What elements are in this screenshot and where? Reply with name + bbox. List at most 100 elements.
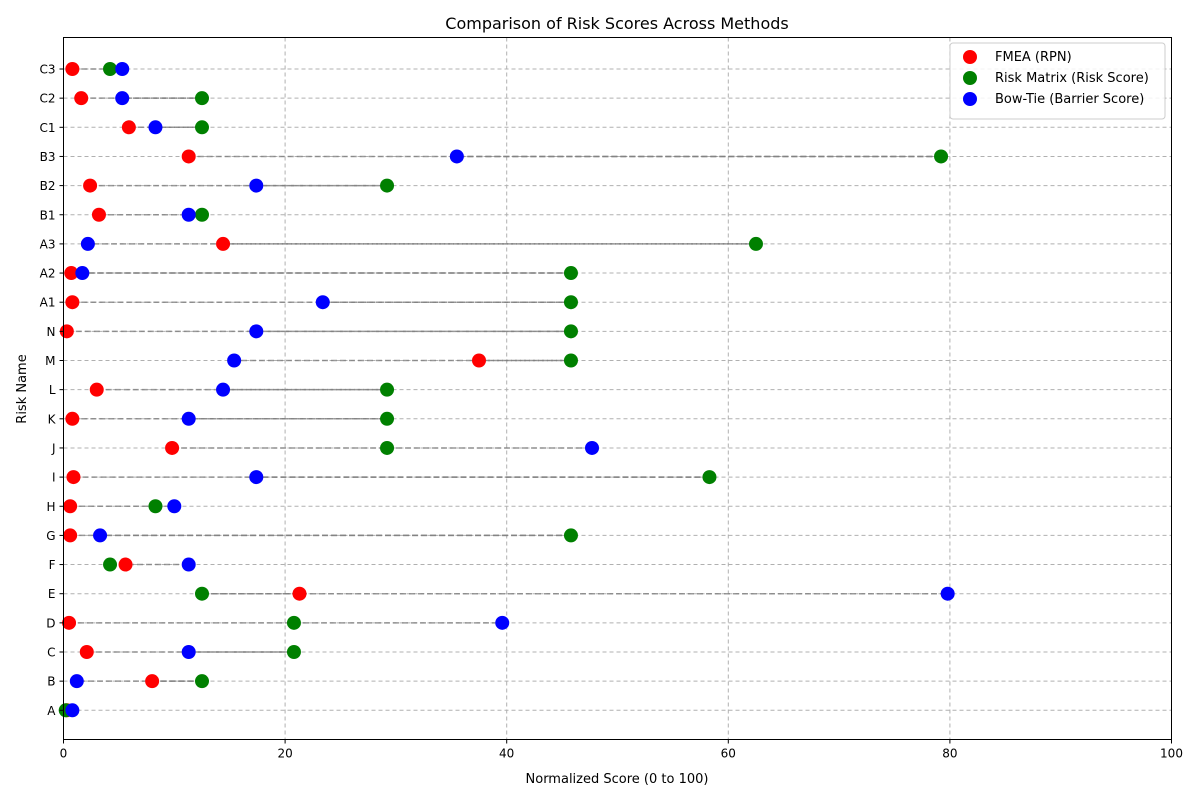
- point-fmea: [118, 557, 133, 572]
- y-tick-label: B1: [40, 208, 56, 222]
- y-tick-label: N: [47, 325, 56, 339]
- point-bow-tie: [249, 324, 264, 339]
- point-fmea: [472, 353, 486, 368]
- chart-title: Comparison of Risk Scores Across Methods: [445, 14, 788, 33]
- x-axis-label: Normalized Score (0 to 100): [526, 772, 709, 787]
- point-bow-tie: [167, 499, 182, 514]
- point-bow-tie: [585, 440, 600, 455]
- point-risk-matrix: [195, 207, 209, 222]
- y-tick-label: F: [49, 558, 56, 572]
- x-axis: 0 20 40 60 80 100: [60, 739, 1183, 761]
- y-tick-label: C1: [39, 121, 55, 135]
- point-fmea: [83, 178, 98, 193]
- point-risk-matrix: [286, 645, 301, 659]
- legend-label-bow-tie: Bow-Tie (Barrier Score): [995, 92, 1144, 107]
- legend-label-fmea: FMEA (RPN): [995, 50, 1072, 65]
- point-bow-tie: [315, 295, 330, 310]
- point-risk-matrix: [195, 674, 209, 689]
- y-tick-label: B2: [40, 179, 56, 193]
- x-tick-label: 0: [60, 747, 68, 761]
- point-fmea: [74, 91, 89, 106]
- point-fmea: [62, 615, 77, 630]
- y-tick-label: C2: [39, 92, 55, 106]
- point-risk-matrix: [563, 353, 578, 368]
- point-risk-matrix: [103, 62, 118, 76]
- point-fmea: [145, 674, 160, 689]
- point-bow-tie: [940, 586, 955, 601]
- point-risk-matrix: [195, 91, 209, 106]
- y-tick-label: A2: [40, 267, 56, 281]
- point-bow-tie: [115, 91, 130, 106]
- x-tick-label: 100: [1160, 747, 1183, 761]
- point-risk-matrix: [103, 557, 118, 572]
- y-tick-label: A1: [40, 296, 56, 310]
- point-fmea: [165, 440, 180, 455]
- point-fmea: [216, 236, 231, 251]
- point-bow-tie: [227, 353, 242, 368]
- legend-box: [949, 42, 1166, 120]
- point-fmea: [65, 411, 80, 426]
- point-bow-tie: [80, 236, 95, 251]
- point-bow-tie: [65, 703, 80, 718]
- point-risk-matrix: [702, 470, 717, 485]
- point-fmea: [91, 207, 106, 222]
- point-risk-matrix: [934, 149, 949, 164]
- point-risk-matrix: [563, 295, 578, 310]
- y-tick-label: K: [48, 412, 57, 426]
- y-tick-label: H: [46, 500, 55, 514]
- y-tick-label: D: [46, 616, 55, 630]
- y-tick-label: A3: [40, 237, 56, 251]
- legend-label-risk-matrix: Risk Matrix (Risk Score): [995, 71, 1149, 86]
- point-bow-tie: [495, 615, 510, 630]
- legend-marker-bow-tie: [963, 92, 977, 106]
- point-risk-matrix: [195, 120, 209, 135]
- y-tick-label: M: [45, 354, 55, 368]
- point-bow-tie: [75, 266, 90, 281]
- point-risk-matrix: [286, 615, 301, 630]
- point-risk-matrix: [380, 382, 395, 397]
- point-bow-tie: [449, 149, 464, 164]
- point-bow-tie: [181, 645, 196, 659]
- y-tick-label: A: [47, 704, 56, 718]
- point-fmea: [89, 382, 104, 397]
- y-tick-label: I: [52, 471, 56, 485]
- x-tick-label: 20: [277, 747, 292, 761]
- point-bow-tie: [181, 557, 196, 572]
- point-risk-matrix: [380, 411, 395, 426]
- point-bow-tie: [93, 528, 108, 543]
- y-tick-label: C: [47, 646, 55, 660]
- point-bow-tie: [115, 62, 130, 76]
- point-risk-matrix: [148, 499, 163, 514]
- point-fmea: [63, 528, 78, 543]
- point-fmea: [292, 586, 307, 601]
- point-fmea: [181, 149, 196, 164]
- point-bow-tie: [69, 674, 84, 689]
- legend: FMEA (RPN) Risk Matrix (Risk Score) Bow-…: [949, 42, 1166, 120]
- y-tick-label: C3: [39, 63, 55, 77]
- x-tick-label: 40: [499, 747, 514, 761]
- y-tick-label: E: [48, 587, 56, 601]
- plot-frame: [63, 37, 1172, 740]
- point-fmea: [63, 499, 78, 514]
- point-risk-matrix: [380, 178, 395, 193]
- point-fmea: [65, 295, 80, 310]
- point-risk-matrix: [195, 586, 209, 601]
- point-bow-tie: [181, 207, 196, 222]
- y-axis-label: Risk Name: [15, 354, 30, 423]
- point-risk-matrix: [563, 266, 578, 281]
- point-risk-matrix: [749, 236, 763, 251]
- point-fmea: [121, 120, 136, 135]
- data-points: [58, 62, 955, 718]
- point-risk-matrix: [563, 528, 578, 543]
- y-tick-label: B3: [40, 150, 56, 164]
- point-bow-tie: [181, 411, 196, 426]
- point-bow-tie: [148, 120, 163, 135]
- y-tick-label: B: [47, 675, 55, 689]
- point-bow-tie: [216, 382, 231, 397]
- point-bow-tie: [249, 470, 264, 485]
- point-fmea: [65, 62, 80, 76]
- y-axis: A B C D E F G H I J K L M N A1 A2 A3 B1 B2 B3 C1 C2 C3: [39, 63, 64, 718]
- point-bow-tie: [249, 178, 264, 193]
- point-fmea: [79, 645, 94, 659]
